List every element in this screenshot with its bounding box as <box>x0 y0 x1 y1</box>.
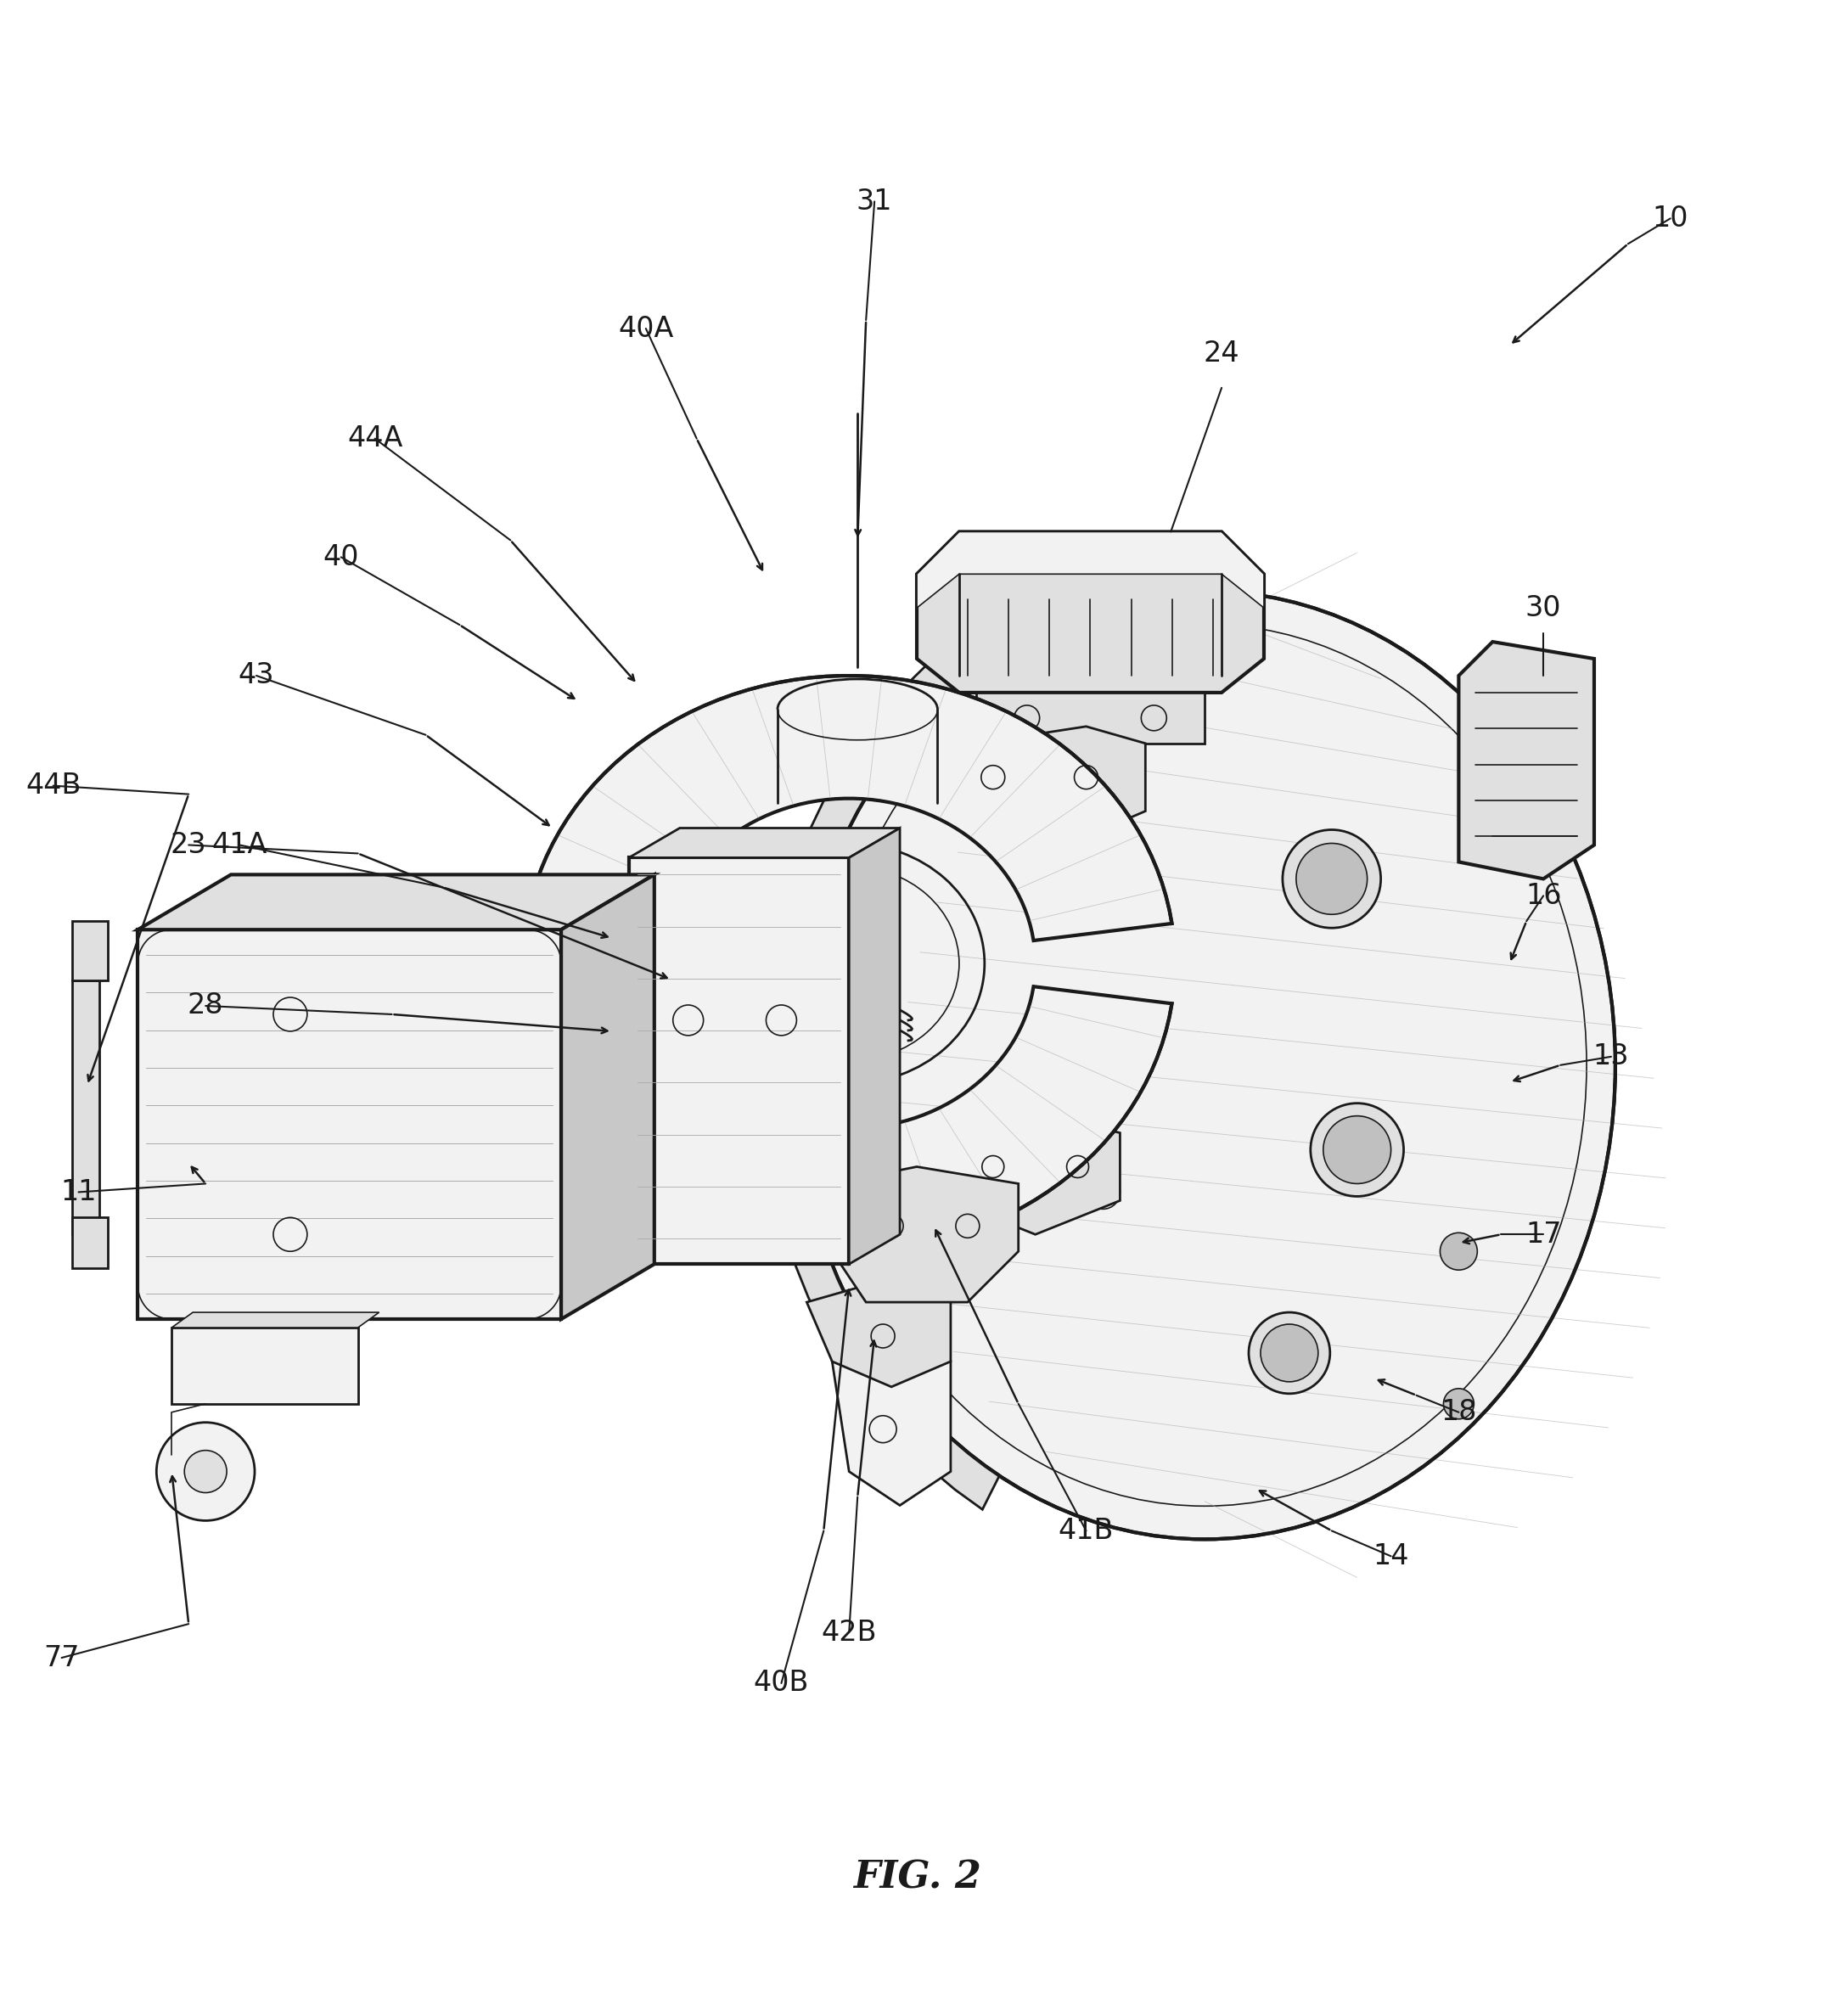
Circle shape <box>1443 1389 1475 1419</box>
Text: 43: 43 <box>238 662 274 690</box>
Text: 13: 13 <box>1593 1043 1630 1071</box>
Circle shape <box>1440 1233 1477 1269</box>
Polygon shape <box>139 930 562 1319</box>
Polygon shape <box>933 1107 1120 1235</box>
Polygon shape <box>139 876 654 930</box>
Text: FIG. 2: FIG. 2 <box>852 1859 981 1897</box>
Text: 41B: 41B <box>1059 1517 1114 1545</box>
Polygon shape <box>848 828 900 1263</box>
Text: 30: 30 <box>1525 594 1562 622</box>
Text: 44B: 44B <box>26 772 81 800</box>
Polygon shape <box>1458 642 1595 880</box>
Polygon shape <box>808 1285 950 1387</box>
Text: 31: 31 <box>856 188 893 216</box>
Circle shape <box>1310 1103 1404 1195</box>
Circle shape <box>1249 1311 1331 1393</box>
Circle shape <box>1260 1323 1318 1381</box>
Polygon shape <box>72 1217 109 1267</box>
Polygon shape <box>976 692 1205 744</box>
Text: 18: 18 <box>1441 1397 1477 1425</box>
Polygon shape <box>832 1167 1018 1301</box>
Text: 23: 23 <box>170 832 207 860</box>
Text: 17: 17 <box>1525 1221 1562 1249</box>
Text: 40B: 40B <box>754 1669 809 1697</box>
Text: 42B: 42B <box>821 1619 876 1647</box>
Circle shape <box>185 1451 227 1493</box>
Text: 14: 14 <box>1373 1541 1408 1569</box>
Text: 40A: 40A <box>617 314 675 342</box>
Polygon shape <box>72 922 109 980</box>
Circle shape <box>1323 1115 1392 1183</box>
Polygon shape <box>628 828 900 858</box>
Polygon shape <box>933 726 1146 836</box>
Ellipse shape <box>795 592 1615 1539</box>
Text: 41A: 41A <box>213 832 268 860</box>
Polygon shape <box>72 980 100 1235</box>
Polygon shape <box>562 876 654 1319</box>
Polygon shape <box>172 1327 359 1403</box>
Circle shape <box>1283 830 1380 928</box>
Text: 77: 77 <box>44 1643 79 1671</box>
Polygon shape <box>760 622 1000 1509</box>
Text: 40: 40 <box>323 544 359 572</box>
Text: 10: 10 <box>1652 204 1689 232</box>
Polygon shape <box>527 676 1172 942</box>
Text: 28: 28 <box>187 992 224 1019</box>
Polygon shape <box>612 870 782 1013</box>
Polygon shape <box>917 532 1264 692</box>
Circle shape <box>157 1423 255 1521</box>
Polygon shape <box>628 858 848 1263</box>
Text: 44A: 44A <box>347 424 403 452</box>
Polygon shape <box>832 1361 950 1505</box>
Polygon shape <box>917 532 1264 608</box>
Circle shape <box>1295 844 1368 914</box>
Text: 16: 16 <box>1525 882 1562 910</box>
Text: 11: 11 <box>61 1177 96 1205</box>
Text: 24: 24 <box>1203 340 1240 368</box>
Polygon shape <box>527 986 1172 1251</box>
Polygon shape <box>172 1311 379 1327</box>
